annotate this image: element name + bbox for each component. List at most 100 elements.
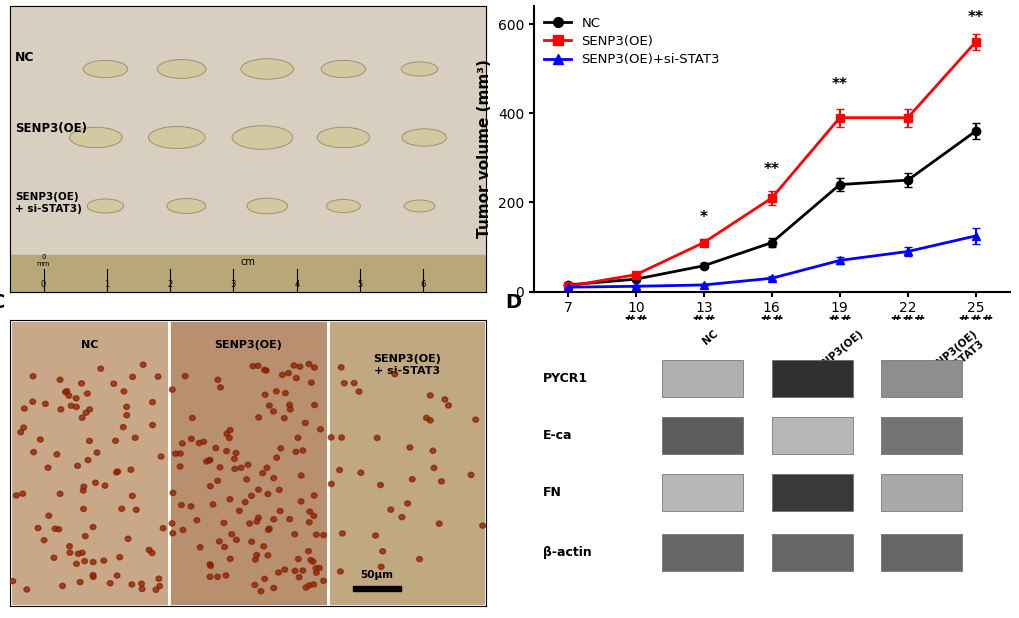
Ellipse shape (139, 581, 145, 586)
Legend: NC, SENP3(OE), SENP3(OE)+si-STAT3: NC, SENP3(OE), SENP3(OE)+si-STAT3 (540, 13, 723, 70)
Ellipse shape (123, 404, 129, 410)
Text: ##: ## (624, 314, 647, 328)
Ellipse shape (423, 415, 429, 420)
Ellipse shape (281, 415, 286, 421)
Text: NC: NC (81, 340, 98, 350)
Ellipse shape (293, 376, 299, 381)
Ellipse shape (276, 488, 282, 493)
Text: 2: 2 (167, 280, 172, 289)
Ellipse shape (232, 125, 292, 150)
Ellipse shape (427, 418, 433, 423)
Ellipse shape (296, 557, 301, 562)
Ellipse shape (316, 565, 322, 570)
Ellipse shape (321, 61, 365, 78)
Ellipse shape (250, 363, 256, 369)
Bar (661, 417, 743, 454)
Ellipse shape (46, 513, 52, 519)
Ellipse shape (201, 439, 206, 444)
Ellipse shape (401, 129, 446, 146)
Ellipse shape (271, 517, 276, 522)
Ellipse shape (266, 403, 272, 408)
Ellipse shape (38, 437, 43, 442)
Text: **: ** (763, 161, 780, 177)
Ellipse shape (87, 199, 123, 213)
Ellipse shape (128, 467, 133, 472)
Text: NC: NC (15, 51, 35, 64)
Ellipse shape (298, 499, 304, 504)
Ellipse shape (416, 557, 422, 562)
Ellipse shape (190, 415, 195, 420)
Text: C: C (0, 292, 5, 311)
Ellipse shape (260, 470, 265, 476)
Ellipse shape (170, 531, 175, 536)
Ellipse shape (120, 425, 126, 430)
Ellipse shape (336, 467, 342, 473)
Ellipse shape (240, 59, 293, 79)
Ellipse shape (256, 515, 261, 520)
Ellipse shape (149, 551, 155, 556)
Ellipse shape (87, 407, 93, 412)
Ellipse shape (297, 575, 302, 580)
Ellipse shape (169, 521, 174, 526)
Text: **: ** (967, 10, 983, 25)
Bar (661, 475, 743, 512)
Ellipse shape (86, 457, 91, 463)
Ellipse shape (226, 435, 232, 441)
Ellipse shape (207, 562, 213, 567)
Text: 1: 1 (104, 280, 109, 289)
Ellipse shape (156, 576, 161, 582)
Ellipse shape (409, 476, 415, 482)
Ellipse shape (282, 391, 288, 396)
Text: E-ca: E-ca (543, 430, 573, 442)
Ellipse shape (306, 549, 311, 554)
Bar (169, 320, 327, 606)
X-axis label: Time (Days): Time (Days) (719, 321, 822, 336)
Ellipse shape (310, 559, 316, 564)
Ellipse shape (167, 198, 206, 214)
Ellipse shape (279, 372, 285, 378)
Bar (661, 360, 743, 397)
Ellipse shape (317, 127, 369, 148)
Ellipse shape (140, 586, 145, 591)
Ellipse shape (294, 435, 301, 441)
Bar (353, 586, 400, 591)
Text: PYCR1: PYCR1 (543, 372, 588, 385)
Ellipse shape (328, 435, 333, 440)
Ellipse shape (233, 451, 238, 455)
Ellipse shape (436, 521, 441, 526)
Ellipse shape (223, 449, 229, 454)
Ellipse shape (215, 478, 220, 483)
Text: SENP3(OE): SENP3(OE) (809, 329, 864, 378)
Ellipse shape (479, 523, 485, 528)
Ellipse shape (300, 568, 306, 573)
Ellipse shape (78, 381, 85, 386)
Ellipse shape (313, 566, 319, 571)
Bar (327, 320, 486, 606)
Ellipse shape (255, 363, 261, 368)
Ellipse shape (172, 451, 178, 456)
Text: 0: 0 (41, 280, 46, 289)
Ellipse shape (81, 506, 87, 512)
Ellipse shape (326, 200, 360, 213)
Ellipse shape (182, 373, 187, 379)
Bar (771, 535, 852, 572)
Ellipse shape (223, 573, 228, 578)
Ellipse shape (358, 470, 364, 475)
Ellipse shape (91, 559, 96, 565)
Ellipse shape (215, 377, 220, 383)
Ellipse shape (337, 569, 343, 574)
Ellipse shape (150, 423, 155, 428)
Ellipse shape (59, 583, 65, 588)
Text: SENP3(OE)
+ si-STAT3: SENP3(OE) + si-STAT3 (923, 329, 985, 386)
Ellipse shape (270, 409, 276, 414)
Ellipse shape (69, 127, 122, 148)
Text: ###: ### (890, 314, 924, 328)
Ellipse shape (189, 436, 194, 441)
Ellipse shape (84, 61, 127, 78)
Ellipse shape (43, 401, 48, 407)
Ellipse shape (341, 381, 346, 386)
Ellipse shape (73, 404, 79, 410)
Ellipse shape (112, 438, 118, 443)
Ellipse shape (379, 549, 385, 554)
Ellipse shape (247, 521, 253, 526)
